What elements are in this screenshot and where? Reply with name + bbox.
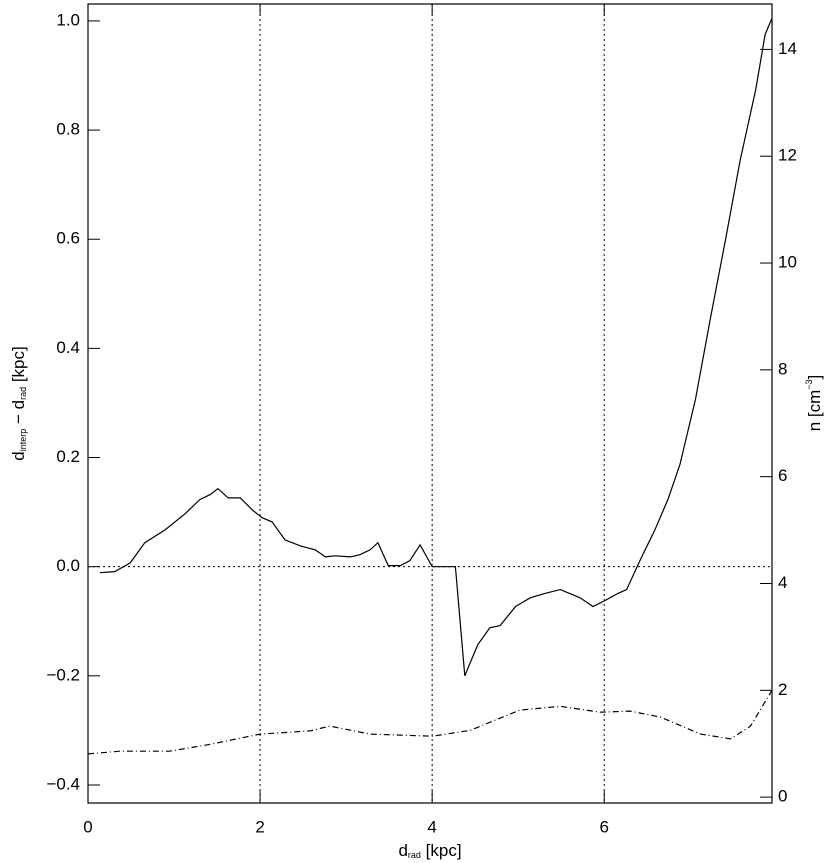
y-tick-label: 1.0 [56, 10, 80, 29]
y2-tick-label: 8 [778, 359, 787, 378]
y-axis-label-part: [kpc] [9, 346, 28, 387]
y-axis-label-part: − d [9, 400, 28, 429]
y-axis-label: dinterp − drad [kpc] [9, 346, 28, 460]
y-axis-label-part: rad [18, 387, 28, 400]
y-tick-label: 0.4 [56, 338, 80, 357]
series-line [87, 689, 773, 755]
y-tick-label: −0.2 [46, 665, 80, 684]
x-axis-label-part: d [398, 841, 407, 860]
y2-axis-label-part: ] [805, 375, 824, 380]
y2-tick-label: 10 [778, 253, 797, 272]
x-tick-label: 0 [83, 817, 92, 836]
x-axis-label-part: rad [408, 850, 421, 860]
y-axis-label-part: d [9, 451, 28, 460]
x-axis-label-part: [kpc] [421, 841, 462, 860]
series-line [99, 17, 773, 677]
y-tick-label: 0.2 [56, 447, 80, 466]
y2-axis-label-part: −3 [804, 379, 814, 389]
x-axis-label: drad [kpc] [398, 841, 461, 860]
y-tick-label: 0.8 [56, 120, 80, 139]
y2-tick-label: 4 [778, 573, 787, 592]
y2-tick-label: 2 [778, 680, 787, 699]
y2-tick-label: 12 [778, 146, 797, 165]
y-tick-label: 0.0 [56, 556, 80, 575]
y-axis-label-part: interp [18, 429, 28, 452]
y-tick-label: −0.4 [46, 774, 80, 793]
x-tick-label: 6 [599, 817, 608, 836]
y2-axis-label-part: n [cm [805, 390, 824, 432]
x-tick-label: 2 [255, 817, 264, 836]
y2-tick-label: 0 [778, 787, 787, 806]
y2-tick-label: 14 [778, 39, 797, 58]
y-tick-label: 0.6 [56, 229, 80, 248]
plot-frame [87, 3, 773, 804]
x-tick-label: 4 [427, 817, 436, 836]
y2-tick-label: 6 [778, 466, 787, 485]
y2-axis-label: n [cm−3] [804, 375, 824, 432]
